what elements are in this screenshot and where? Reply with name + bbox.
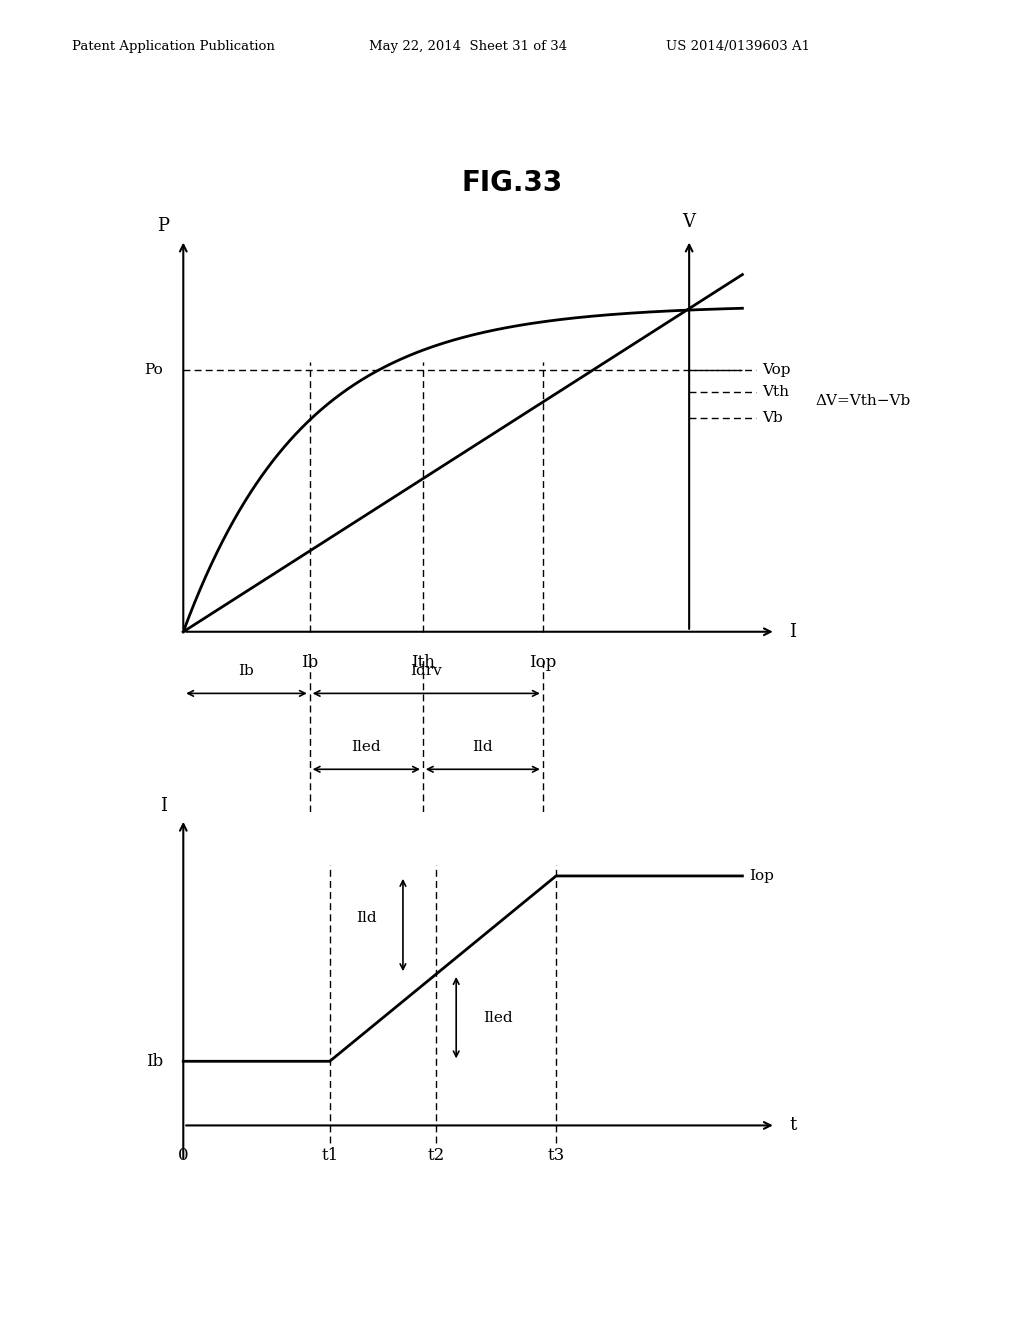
Text: Iop: Iop [750,869,774,883]
Text: t: t [788,1117,797,1134]
Text: Idrv: Idrv [411,664,442,678]
Text: Po: Po [144,363,164,378]
Text: Vth: Vth [762,385,790,399]
Text: Patent Application Publication: Patent Application Publication [72,40,274,53]
Text: t1: t1 [322,1147,338,1164]
Text: Ild: Ild [472,741,494,754]
Text: Ild: Ild [355,911,377,925]
Text: Iop: Iop [529,653,556,671]
Text: Ith: Ith [411,653,435,671]
Text: 0: 0 [178,1147,188,1164]
Text: FIG.33: FIG.33 [462,169,562,198]
Text: Vb: Vb [762,412,783,425]
Text: May 22, 2014  Sheet 31 of 34: May 22, 2014 Sheet 31 of 34 [369,40,566,53]
Text: t3: t3 [548,1147,564,1164]
Text: Ib: Ib [239,664,254,678]
Text: US 2014/0139603 A1: US 2014/0139603 A1 [666,40,810,53]
Text: Iled: Iled [351,741,381,754]
Text: Iled: Iled [483,1011,512,1024]
Text: P: P [158,218,169,235]
Text: Ib: Ib [301,653,318,671]
Text: I: I [160,797,167,816]
Text: Ib: Ib [146,1053,164,1069]
Text: I: I [788,623,796,640]
Text: V: V [683,213,695,231]
Text: ΔV=Vth−Vb: ΔV=Vth−Vb [816,393,911,408]
Text: Vop: Vop [762,363,791,378]
Text: t2: t2 [428,1147,444,1164]
